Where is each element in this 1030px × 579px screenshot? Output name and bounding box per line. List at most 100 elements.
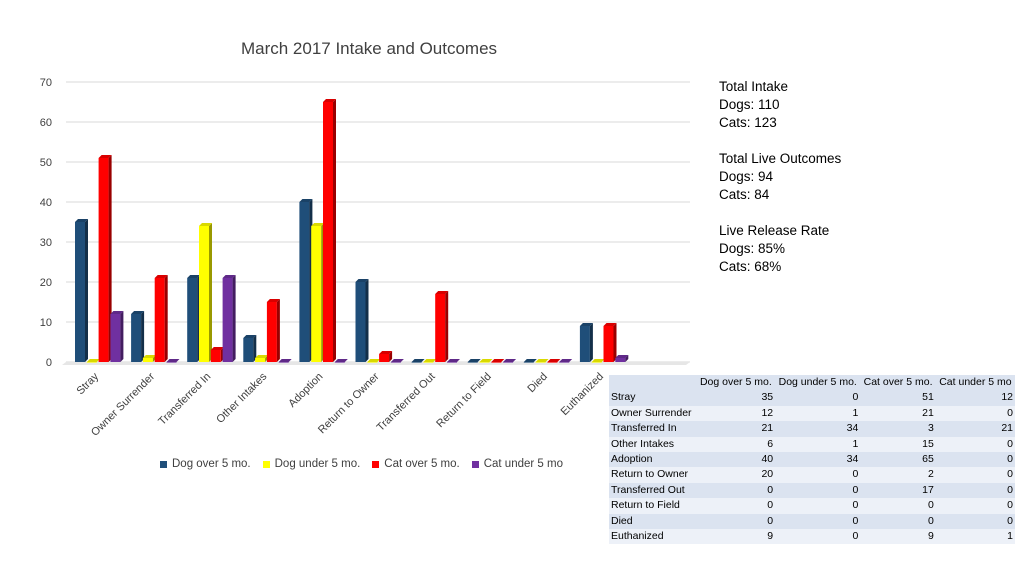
table-row: Adoption 40 34 65 0 xyxy=(609,452,1015,468)
bar xyxy=(411,359,425,363)
bar-top xyxy=(154,275,168,278)
table-row-label: Died xyxy=(609,513,697,530)
x-tick-label: Euthanized xyxy=(559,371,606,418)
bar-top xyxy=(603,323,617,326)
table-cell: 21 xyxy=(935,421,1015,437)
bar-top xyxy=(266,299,280,302)
legend-swatch xyxy=(471,460,479,468)
table-cell: 0 xyxy=(775,529,861,545)
total-intake-title: Total Intake xyxy=(719,79,789,94)
bar-top xyxy=(243,335,257,338)
bar xyxy=(243,335,257,362)
bar-top xyxy=(110,311,124,314)
bar-side xyxy=(333,99,336,362)
bar xyxy=(98,155,112,362)
bar-front xyxy=(491,362,502,363)
table-header-cell xyxy=(609,375,697,391)
bar-top xyxy=(547,359,561,362)
table-cell: 9 xyxy=(696,529,776,545)
bar-front xyxy=(334,362,345,363)
bar-top xyxy=(579,323,593,326)
table-row-label: Transferred Out xyxy=(609,482,697,499)
table-row-label: Stray xyxy=(609,390,697,406)
live-outcomes-dogs: Dogs: 94 xyxy=(719,169,774,184)
bar xyxy=(615,355,629,362)
bar xyxy=(110,311,124,362)
table-row-label: Other Intakes xyxy=(609,436,697,453)
bar xyxy=(75,219,88,362)
bar-side xyxy=(253,335,257,362)
live-outcomes-title: Total Live Outcomes xyxy=(719,151,842,166)
table-cell: 0 xyxy=(696,498,776,514)
bar-side xyxy=(164,275,168,362)
bar-top xyxy=(311,223,325,226)
bar-front xyxy=(131,314,142,362)
bar-front xyxy=(166,362,177,363)
bar-top xyxy=(447,359,460,362)
bar-side xyxy=(108,155,112,362)
table-cell: 34 xyxy=(775,452,861,468)
table-cell: 17 xyxy=(860,482,936,499)
bar-front xyxy=(603,326,614,362)
bar-front xyxy=(199,226,209,362)
legend-label: Cat under 5 mo xyxy=(483,458,563,470)
bar-front xyxy=(435,294,446,362)
bar-top xyxy=(367,359,381,362)
table-row: Euthanized 9 0 9 1 xyxy=(609,529,1015,545)
bar-front xyxy=(547,362,558,363)
legend-swatch xyxy=(160,460,167,468)
bar xyxy=(467,359,481,363)
x-tick-label: Died xyxy=(525,371,549,395)
bar xyxy=(266,299,280,362)
bar xyxy=(86,359,100,363)
bar-top xyxy=(615,355,629,358)
y-tick-label: 40 xyxy=(40,197,52,209)
table-cell: 0 xyxy=(775,467,861,483)
bar-front xyxy=(255,358,266,362)
bar xyxy=(323,99,336,362)
bar xyxy=(535,359,549,363)
bar-top xyxy=(355,279,369,282)
bar-front xyxy=(411,362,422,363)
y-tick-label: 20 xyxy=(40,277,52,289)
x-tick-label: Transferred In xyxy=(156,371,213,428)
y-tick-label: 0 xyxy=(46,357,52,369)
table-cell: 40 xyxy=(696,452,776,468)
bar xyxy=(523,359,537,363)
table-cell: 21 xyxy=(860,405,936,422)
bar xyxy=(222,275,236,362)
bar-front xyxy=(559,362,570,363)
bar-top xyxy=(559,359,573,362)
bar-side xyxy=(85,219,88,362)
x-tick-label: Return to Field xyxy=(434,371,494,431)
bar-front xyxy=(390,362,401,363)
bar xyxy=(311,223,325,362)
bar-side xyxy=(141,311,145,362)
release-rate-cats: Cats: 68% xyxy=(719,259,782,274)
legend-item: Cat under 5 mo xyxy=(471,458,563,470)
table-cell: 0 xyxy=(935,467,1015,483)
bar xyxy=(187,275,201,362)
table-cell: 0 xyxy=(696,513,776,530)
bar-front xyxy=(579,326,590,362)
bar-chart: March 2017 Intake and Outcomes 0 10 20 30 40… xyxy=(40,39,690,439)
table-row: Return to Field 0 0 0 0 xyxy=(609,498,1015,514)
bar-front xyxy=(210,350,221,362)
bar-front xyxy=(110,314,121,362)
bar-front xyxy=(355,282,366,362)
release-rate-title: Live Release Rate xyxy=(719,223,830,238)
table-cell: 0 xyxy=(935,513,1015,530)
bar-side xyxy=(276,299,280,362)
bar xyxy=(447,359,460,363)
bar-front xyxy=(187,278,198,362)
bar xyxy=(355,279,369,362)
table-cell: 0 xyxy=(775,390,861,406)
table-cell: 0 xyxy=(775,513,861,530)
live-outcomes-cats: Cats: 84 xyxy=(719,187,770,202)
data-table: Dog over 5 mo. Dog under 5 mo. Cat over 5 … xyxy=(609,375,1015,545)
x-tick-label: Stray xyxy=(74,370,101,397)
bar xyxy=(559,359,573,363)
bar xyxy=(131,311,145,362)
x-tick-label: Adoption xyxy=(286,371,325,410)
bar-front xyxy=(243,338,254,362)
